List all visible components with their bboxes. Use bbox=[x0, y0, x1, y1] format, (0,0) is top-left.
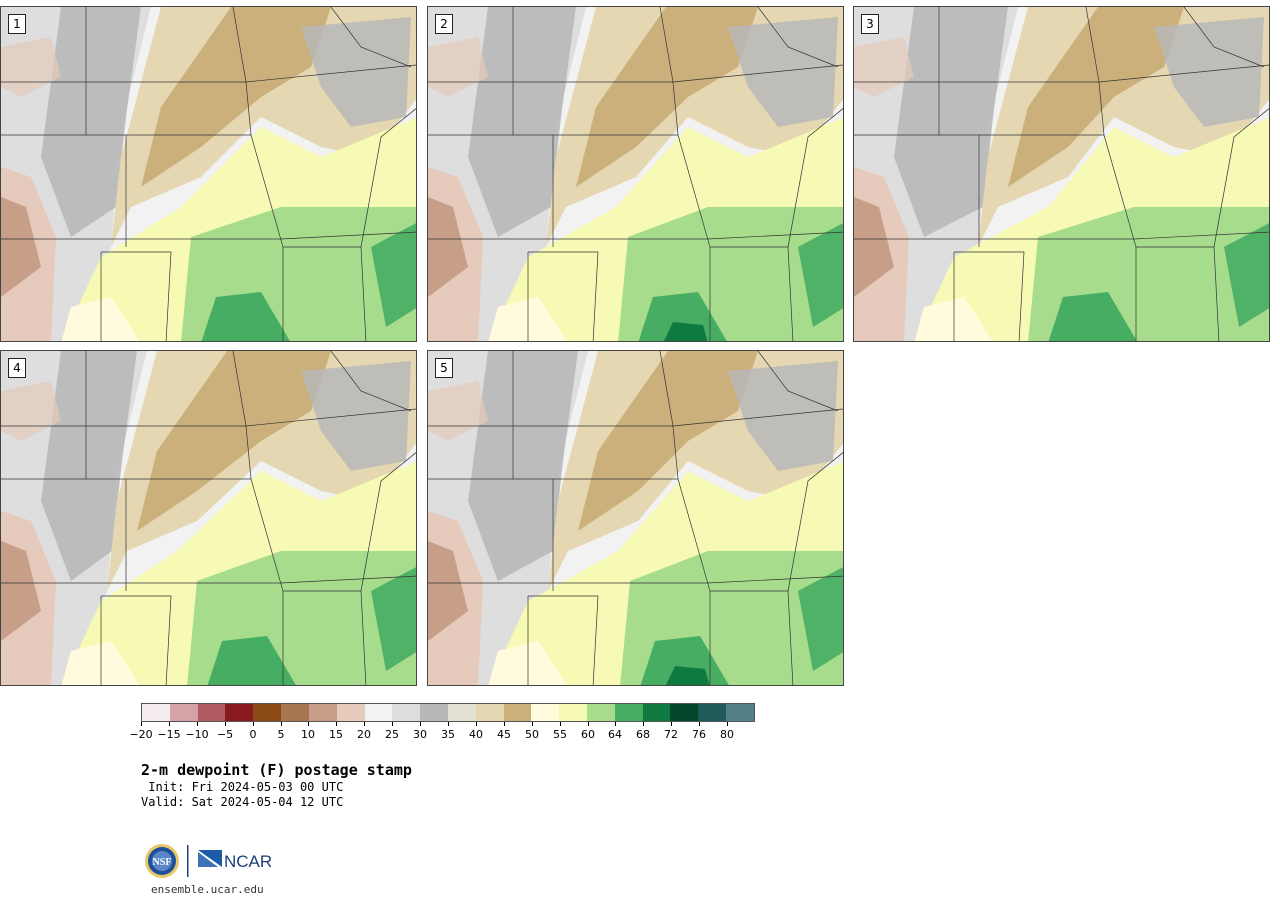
colorbar-tick-label: 68 bbox=[636, 728, 650, 741]
colorbar-swatch bbox=[475, 704, 504, 721]
colorbar-tick-label: 20 bbox=[357, 728, 371, 741]
colorbar-tick-label: 60 bbox=[581, 728, 595, 741]
colorbar-tick-label: −20 bbox=[129, 728, 153, 741]
colorbar-swatch bbox=[392, 704, 421, 721]
colorbar-tick-label: 5 bbox=[277, 728, 285, 741]
colorbar-tick bbox=[643, 722, 644, 726]
colorbar-tick bbox=[671, 722, 672, 726]
colorbar-swatch bbox=[169, 704, 198, 721]
colorbar-tick-label: −10 bbox=[185, 728, 209, 741]
colorbar-swatch bbox=[587, 704, 615, 721]
colorbar-tick bbox=[420, 722, 421, 726]
colorbar-swatch bbox=[253, 704, 282, 721]
colorbar-swatch bbox=[420, 704, 448, 721]
colorbar-tick bbox=[392, 722, 393, 726]
colorbar-tick bbox=[615, 722, 616, 726]
colorbar-tick bbox=[141, 722, 142, 726]
colorbar-tick-label: 40 bbox=[469, 728, 483, 741]
colorbar-tick bbox=[364, 722, 365, 726]
colorbar-tick bbox=[336, 722, 337, 726]
state-boundaries bbox=[428, 351, 843, 685]
colorbar-tick bbox=[281, 722, 282, 726]
ensemble-member-map-5: 5 bbox=[427, 350, 844, 686]
colorbar-swatch bbox=[281, 704, 309, 721]
state-boundaries bbox=[428, 7, 843, 341]
colorbar-tick-label: 15 bbox=[329, 728, 343, 741]
colorbar-tick bbox=[532, 722, 533, 726]
colorbar-tick bbox=[727, 722, 728, 726]
colorbar-tick bbox=[588, 722, 589, 726]
colorbar-tick-label: 72 bbox=[664, 728, 678, 741]
colorbar-tick bbox=[448, 722, 449, 726]
colorbar-tick-label: 80 bbox=[720, 728, 734, 741]
colorbar-swatch bbox=[531, 704, 560, 721]
colorbar-swatch bbox=[447, 704, 476, 721]
colorbar-swatch bbox=[142, 704, 170, 721]
colorbar-tick-label: 64 bbox=[608, 728, 622, 741]
website-url: ensemble.ucar.edu bbox=[151, 883, 264, 896]
svg-text:NSF: NSF bbox=[153, 857, 172, 868]
colorbar-tick-label: −15 bbox=[157, 728, 181, 741]
colorbar-swatch bbox=[308, 704, 337, 721]
colorbar-swatch bbox=[559, 704, 587, 721]
ensemble-member-map-3: 3 bbox=[853, 6, 1270, 342]
chart-title: 2-m dewpoint (F) postage stamp bbox=[141, 761, 412, 779]
colorbar-tick-label: 25 bbox=[385, 728, 399, 741]
colorbar-tick-label: 30 bbox=[413, 728, 427, 741]
colorbar-tick bbox=[699, 722, 700, 726]
dewpoint-colorbar bbox=[141, 703, 755, 722]
colorbar-swatch bbox=[670, 704, 699, 721]
colorbar-tick-label: 55 bbox=[553, 728, 567, 741]
state-boundaries bbox=[854, 7, 1269, 341]
colorbar-swatch bbox=[726, 704, 754, 721]
colorbar-tick bbox=[225, 722, 226, 726]
colorbar-tick bbox=[560, 722, 561, 726]
colorbar-swatch bbox=[614, 704, 643, 721]
colorbar-tick-label: −5 bbox=[216, 728, 234, 741]
panel-number-label: 2 bbox=[435, 14, 453, 34]
colorbar-tick-label: 35 bbox=[441, 728, 455, 741]
nsf-ncar-logo: NSF NCAR bbox=[145, 843, 275, 879]
colorbar-swatch bbox=[364, 704, 393, 721]
valid-time: Valid: Sat 2024-05-04 12 UTC bbox=[141, 795, 344, 809]
ensemble-member-map-2: 2 bbox=[427, 6, 844, 342]
colorbar-tick-label: 50 bbox=[525, 728, 539, 741]
colorbar-tick-label: 0 bbox=[249, 728, 257, 741]
init-time: Init: Fri 2024-05-03 00 UTC bbox=[141, 780, 344, 794]
colorbar-tick bbox=[253, 722, 254, 726]
colorbar-tick bbox=[197, 722, 198, 726]
panel-number-label: 3 bbox=[861, 14, 879, 34]
ncar-logo-icon: NCAR bbox=[198, 850, 272, 871]
colorbar-swatch bbox=[225, 704, 254, 721]
panel-number-label: 4 bbox=[8, 358, 26, 378]
colorbar-tick bbox=[169, 722, 170, 726]
colorbar-tick-label: 45 bbox=[497, 728, 511, 741]
nsf-logo-icon: NSF bbox=[145, 844, 179, 878]
colorbar-tick bbox=[504, 722, 505, 726]
ensemble-member-map-4: 4 bbox=[0, 350, 417, 686]
colorbar-tick bbox=[308, 722, 309, 726]
svg-text:NCAR: NCAR bbox=[224, 852, 272, 871]
state-boundaries bbox=[1, 7, 416, 341]
panel-number-label: 1 bbox=[8, 14, 26, 34]
ensemble-member-map-1: 1 bbox=[0, 6, 417, 342]
colorbar-swatch bbox=[336, 704, 365, 721]
panel-number-label: 5 bbox=[435, 358, 453, 378]
colorbar-tick-labels: −20 −15 −10 −5 0 5 10 15 20 25 30 35 40 45 50 55 60 64 68 7… bbox=[129, 722, 755, 744]
colorbar-swatch bbox=[197, 704, 226, 721]
state-boundaries bbox=[1, 351, 416, 685]
colorbar-tick-label: 76 bbox=[692, 728, 706, 741]
colorbar-tick bbox=[476, 722, 477, 726]
colorbar-tick-label: 10 bbox=[301, 728, 315, 741]
colorbar-swatch bbox=[642, 704, 671, 721]
colorbar-swatch bbox=[503, 704, 532, 721]
colorbar-swatch bbox=[698, 704, 727, 721]
